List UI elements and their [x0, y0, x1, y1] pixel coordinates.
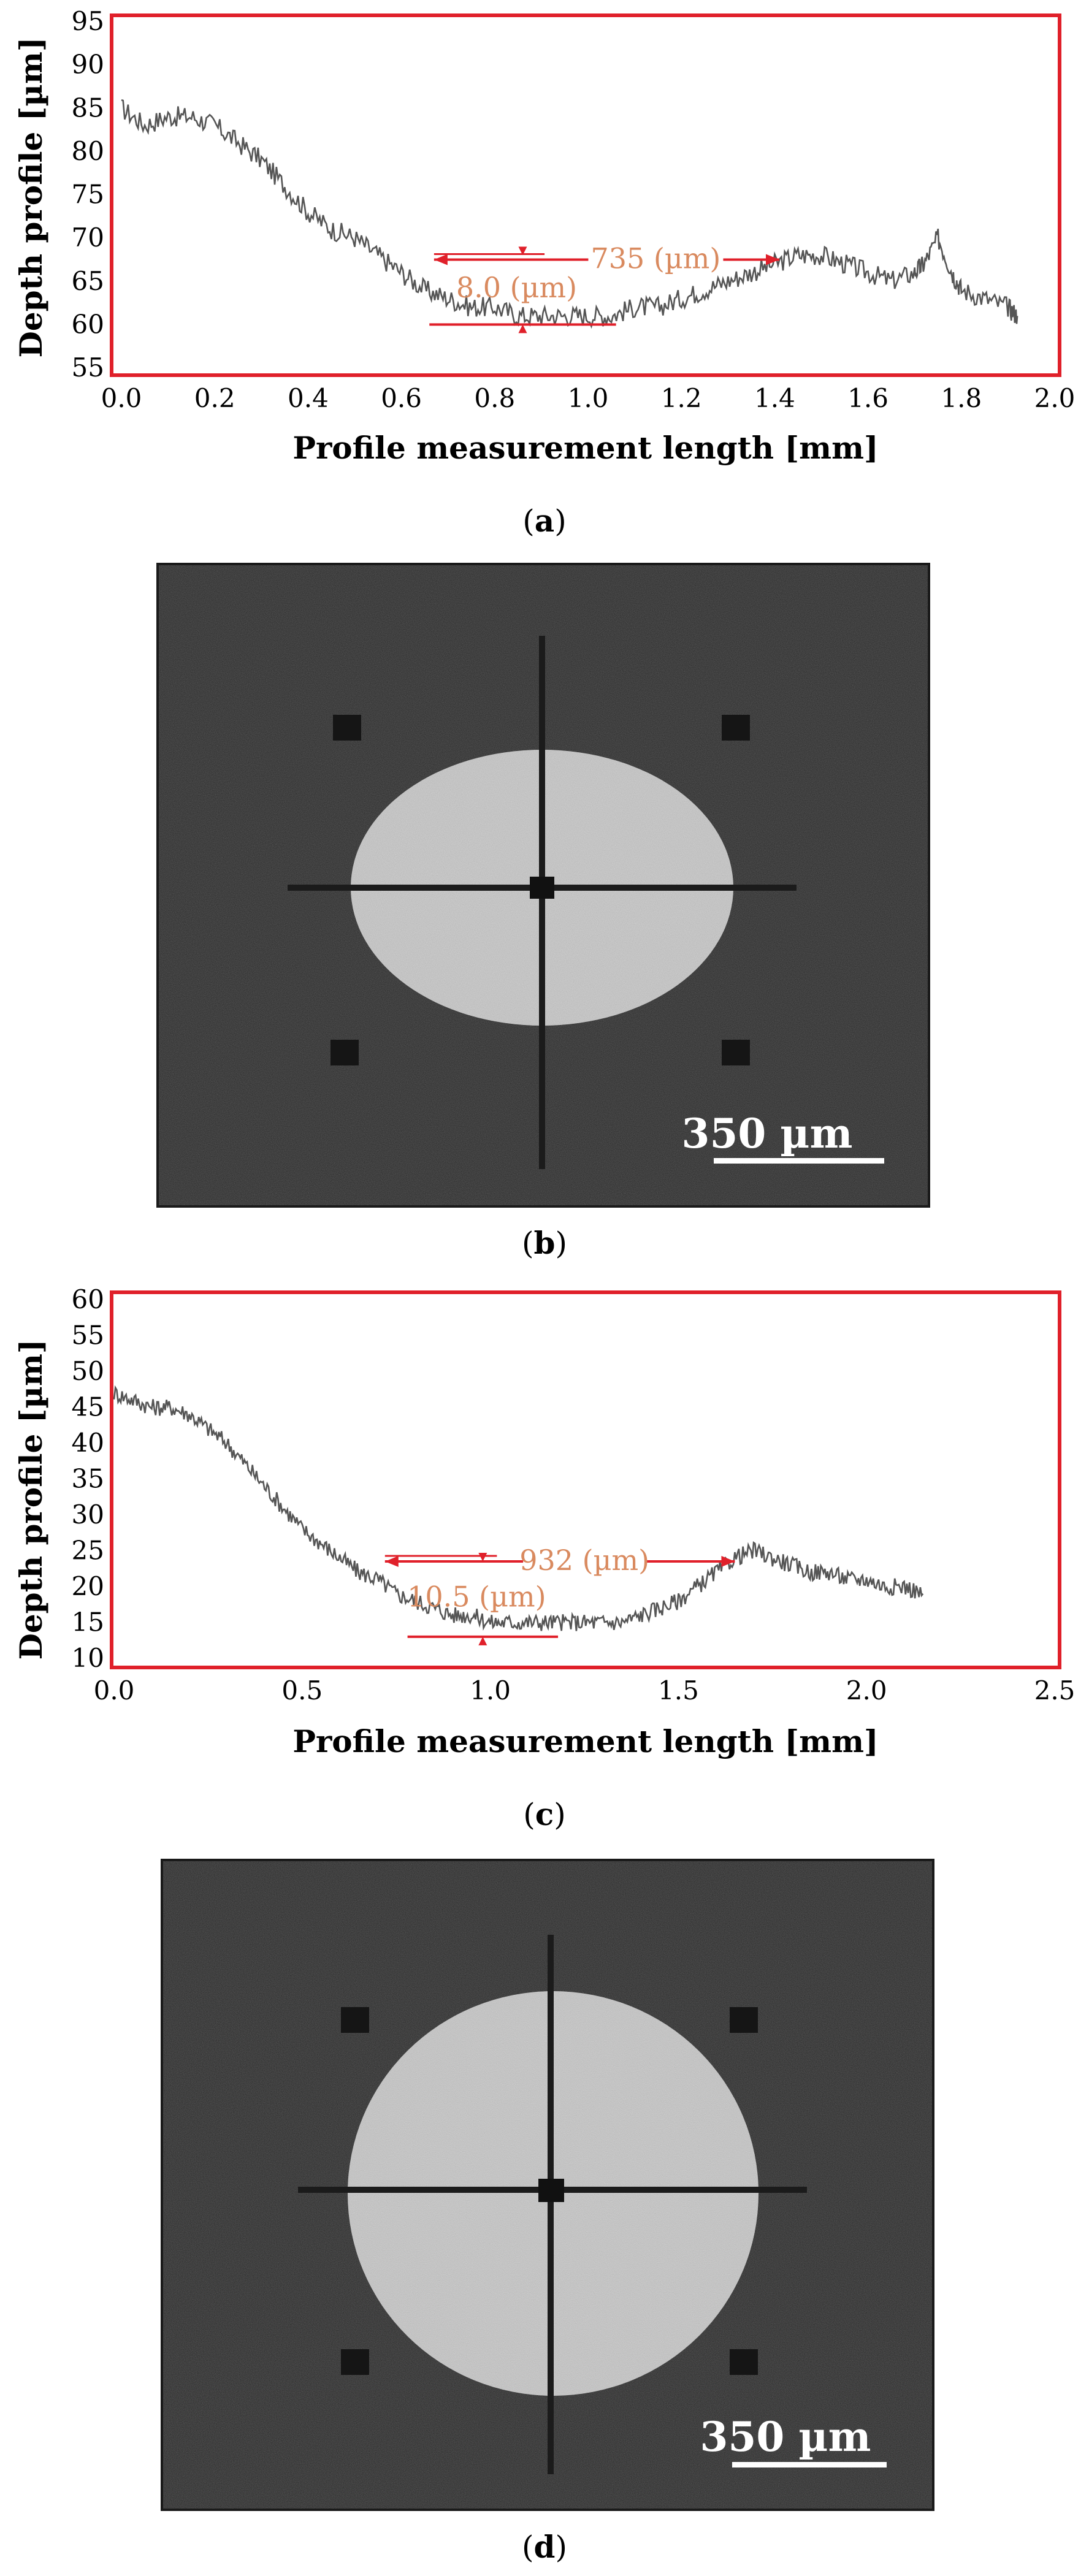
label-background — [523, 1543, 646, 1574]
x-tick-label: 0.2 — [194, 383, 235, 413]
y-tick-label: 20 — [72, 1571, 104, 1601]
corner-marker — [341, 2349, 369, 2375]
x-tick-label: 1.0 — [568, 383, 609, 413]
arrowhead-top — [478, 1553, 487, 1562]
scale-bar — [732, 2462, 887, 2467]
caption-c: (c) — [523, 1796, 566, 1832]
depth-profile-line — [121, 99, 1018, 329]
y-tick-label: 95 — [72, 6, 104, 36]
y-tick-label: 25 — [72, 1536, 104, 1566]
corner-marker — [730, 2349, 758, 2375]
depth-profile-chart-c: 10 15 20 25 30 35 40 45 50 55 60 0.0 0.5 1.0 1.5 2.0 2.5… — [13, 1284, 1076, 1759]
center-marker — [538, 2179, 564, 2202]
x-axis-label: Profile measurement length [mm] — [292, 1723, 878, 1759]
y-tick-label: 30 — [72, 1499, 104, 1530]
plot-frame — [110, 1290, 1061, 1669]
arrowhead-right — [766, 254, 780, 265]
scale-bar — [714, 1158, 884, 1164]
y-tick-label: 50 — [72, 1356, 104, 1386]
x-tick-label: 0.8 — [474, 383, 515, 413]
corner-marker — [730, 2007, 758, 2033]
depth-annotation-label: 10.5 (µm) — [407, 1580, 546, 1613]
x-tick-label: 2.5 — [1034, 1675, 1076, 1705]
caption-d: (d) — [522, 2529, 567, 2565]
y-tick-label: 35 — [72, 1464, 104, 1494]
scale-bar-label: 350 µm — [700, 2413, 871, 2461]
y-tick-label: 75 — [72, 180, 104, 210]
y-axis-label: Depth profile [µm] — [13, 37, 49, 357]
y-tick-label: 45 — [72, 1392, 104, 1422]
width-annotation-label: 932 (µm) — [519, 1544, 649, 1577]
corner-marker — [331, 1040, 359, 1065]
x-tick-label: 2.0 — [846, 1675, 887, 1705]
depth-annotation-label: 8.0 (µm) — [456, 271, 577, 304]
corner-marker — [333, 715, 361, 741]
x-tick-label: 0.4 — [288, 383, 329, 413]
x-tick-label: 1.6 — [847, 383, 888, 413]
y-tick-label: 10 — [72, 1643, 104, 1673]
scale-bar-label: 350 µm — [682, 1110, 853, 1157]
x-tick-label: 0.5 — [281, 1675, 323, 1705]
y-tick-label: 80 — [72, 136, 104, 166]
y-tick-label: 55 — [72, 352, 104, 383]
micrograph-d: 350 µm — [161, 1859, 934, 2511]
micrograph-b: 350 µm — [156, 563, 930, 1208]
width-annotation-label: 735 (µm) — [591, 242, 721, 275]
label-background — [588, 241, 724, 272]
y-tick-label: 70 — [72, 223, 104, 253]
x-tick-label: 0.0 — [94, 1675, 135, 1705]
crosshair-vertical — [539, 636, 545, 1169]
y-tick-label: 65 — [72, 266, 104, 296]
arrowhead-left — [434, 254, 448, 265]
depth-profile-line — [113, 1385, 924, 1631]
caption-b: (b) — [522, 1225, 567, 1261]
caption-a: (a) — [522, 503, 567, 539]
x-tick-label: 1.2 — [661, 383, 702, 413]
x-tick-label: 0.6 — [381, 383, 422, 413]
depth-profile-chart-a: 55 60 65 70 75 80 85 90 95 0.0 0.2 0.4 0.6 0.8 1.0 1.2 1… — [13, 6, 1076, 466]
x-axis-label: Profile measurement length [mm] — [292, 430, 878, 466]
arrowhead-left — [384, 1556, 399, 1568]
y-axis-label: Depth profile [µm] — [13, 1339, 49, 1660]
x-tick-label: 1.8 — [941, 383, 982, 413]
x-tick-label: 2.0 — [1034, 383, 1076, 413]
corner-marker — [722, 1040, 750, 1065]
crosshair-vertical — [548, 1935, 554, 2474]
y-tick-label: 60 — [72, 1284, 104, 1314]
y-tick-label: 60 — [72, 309, 104, 339]
x-tick-label: 1.0 — [470, 1675, 511, 1705]
y-tick-label: 90 — [72, 50, 104, 80]
y-tick-label: 85 — [72, 93, 104, 123]
center-marker — [530, 877, 554, 899]
arrowhead-bottom — [478, 1636, 487, 1645]
corner-marker — [341, 2007, 369, 2033]
x-tick-label: 0.0 — [101, 383, 142, 413]
arrowhead-right — [721, 1556, 735, 1568]
y-tick-label: 55 — [72, 1320, 104, 1351]
arrowhead-bottom — [518, 324, 527, 333]
y-tick-label: 40 — [72, 1428, 104, 1458]
x-tick-label: 1.5 — [658, 1675, 699, 1705]
plot-frame — [110, 13, 1061, 377]
x-tick-label: 1.4 — [754, 383, 795, 413]
corner-marker — [722, 715, 750, 741]
y-tick-label: 15 — [72, 1607, 104, 1637]
arrowhead-top — [518, 246, 527, 256]
